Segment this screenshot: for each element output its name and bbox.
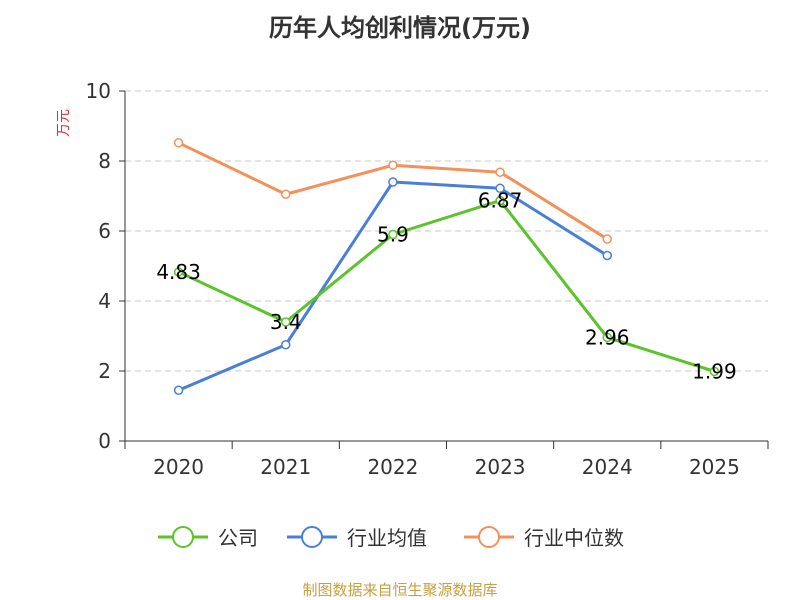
y-tick-label: 8 — [98, 149, 111, 173]
data-point — [602, 234, 612, 244]
data-point — [602, 332, 612, 343]
series-lines — [173, 138, 720, 395]
x-tick-label: 2025 — [689, 455, 740, 479]
y-tick-label: 6 — [98, 219, 111, 243]
data-label: 6.87 — [478, 189, 523, 213]
data-label: 4.83 — [156, 260, 201, 284]
data-point — [709, 366, 720, 377]
source-note: 制图数据来自恒生聚源数据库 — [302, 581, 497, 599]
legend[interactable]: 公司 行业均值 行业中位数 — [158, 526, 624, 550]
series-line — [177, 180, 609, 392]
data-point — [495, 167, 505, 177]
data-point — [281, 340, 291, 350]
x-tick-label: 2024 — [582, 455, 633, 479]
legend-label: 行业均值 — [347, 526, 427, 550]
y-tick-label: 4 — [98, 289, 111, 313]
legend-label: 行业中位数 — [524, 526, 624, 550]
data-point — [388, 160, 398, 170]
data-point — [388, 177, 398, 187]
data-point — [388, 229, 398, 240]
legend-label: 公司 — [218, 526, 258, 550]
y-axis-unit-label: 万元 — [56, 109, 72, 137]
data-point — [173, 385, 184, 395]
x-tick-label: 2020 — [153, 455, 204, 479]
data-label: 1.99 — [692, 359, 737, 383]
legend-item[interactable]: 公司 — [158, 526, 258, 550]
series-line — [177, 199, 715, 373]
x-tick-label: 2021 — [260, 455, 311, 479]
y-tick-label: 0 — [98, 429, 111, 453]
data-labels: 4.83 3.4 5.9 6.87 2.96 1.99 — [156, 189, 736, 384]
y-tick-label: 10 — [86, 79, 111, 103]
chart-title: 历年人均创利情况(万元) — [269, 14, 531, 42]
data-point — [495, 195, 505, 206]
data-label: 2.96 — [585, 325, 630, 349]
legend-swatch-marker — [172, 526, 194, 548]
axes: 0 2 4 6 8 10 2020 2021 2022 2023 2024 2025 — [86, 79, 769, 479]
data-label: 3.4 — [270, 310, 302, 334]
data-point — [173, 138, 184, 148]
legend-item[interactable]: 行业均值 — [287, 526, 427, 550]
legend-item[interactable]: 行业中位数 — [464, 526, 624, 550]
legend-swatch-marker — [301, 526, 323, 548]
legend-swatch-marker — [478, 526, 500, 548]
data-point — [602, 250, 612, 261]
data-point — [281, 317, 291, 327]
data-label: 5.9 — [377, 223, 409, 247]
grid — [125, 90, 768, 372]
data-point — [173, 267, 184, 277]
data-point — [495, 183, 505, 194]
x-tick-label: 2023 — [475, 455, 526, 479]
data-point — [281, 189, 291, 199]
x-tick-label: 2022 — [367, 455, 418, 479]
y-tick-label: 2 — [98, 359, 111, 383]
